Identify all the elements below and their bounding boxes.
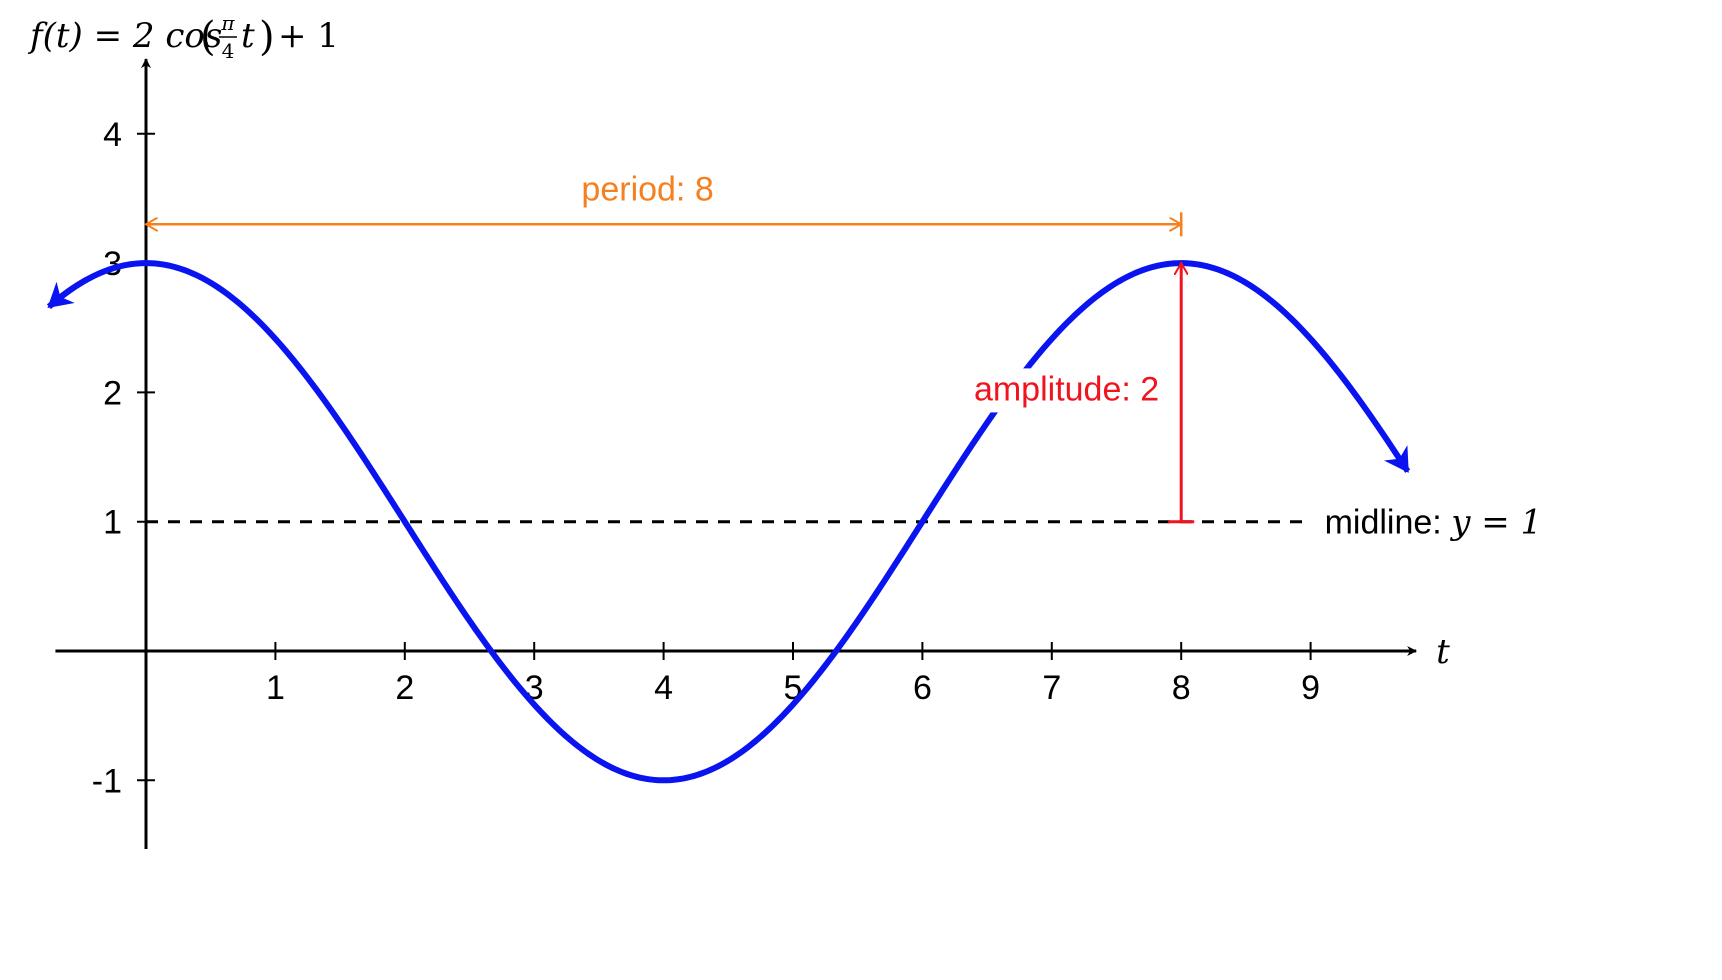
chart-title: f(t) = 2 cos ( π 4 t ) + 1 [27, 11, 339, 63]
x-tick-label: 8 [1172, 669, 1191, 707]
y-tick-label: 1 [103, 504, 122, 542]
svg-text:f(t) = 2 cos: f(t) = 2 cos [27, 16, 222, 56]
y-tick-label: 4 [103, 116, 122, 154]
title-var: t [241, 16, 255, 56]
y-tick-label: 2 [103, 374, 122, 412]
x-tick-label: 1 [266, 669, 285, 707]
midline-group: midline: y = 1 [146, 503, 1542, 543]
x-tick-label: 7 [1042, 669, 1061, 707]
period-label: period: 8 [581, 170, 713, 208]
title-frac-num: π [220, 11, 235, 35]
axes: t [55, 58, 1450, 849]
title-close-paren: ) [259, 14, 275, 60]
amplitude-label-background [954, 368, 1165, 413]
title-lhs: f(t) = 2 cos [27, 16, 222, 56]
x-tick-label: 6 [913, 669, 932, 707]
title-open-paren: ( [200, 14, 216, 60]
x-tick-label: 2 [395, 669, 414, 707]
midline-label: midline: y = 1 [1325, 503, 1543, 543]
x-axis-label: t [1436, 632, 1450, 672]
annotations: period: 8 amplitude: 2 [146, 170, 1195, 524]
x-tick-label: 9 [1301, 669, 1320, 707]
title-tail: + 1 [278, 16, 339, 56]
y-tick-label: -1 [92, 762, 122, 800]
function-curve-start-arrow [46, 277, 88, 309]
amplitude-label: amplitude: 2 [974, 370, 1159, 408]
title-frac-den: 4 [222, 39, 235, 63]
x-tick-label: 4 [654, 669, 673, 707]
y-tick-label: 3 [103, 245, 122, 283]
